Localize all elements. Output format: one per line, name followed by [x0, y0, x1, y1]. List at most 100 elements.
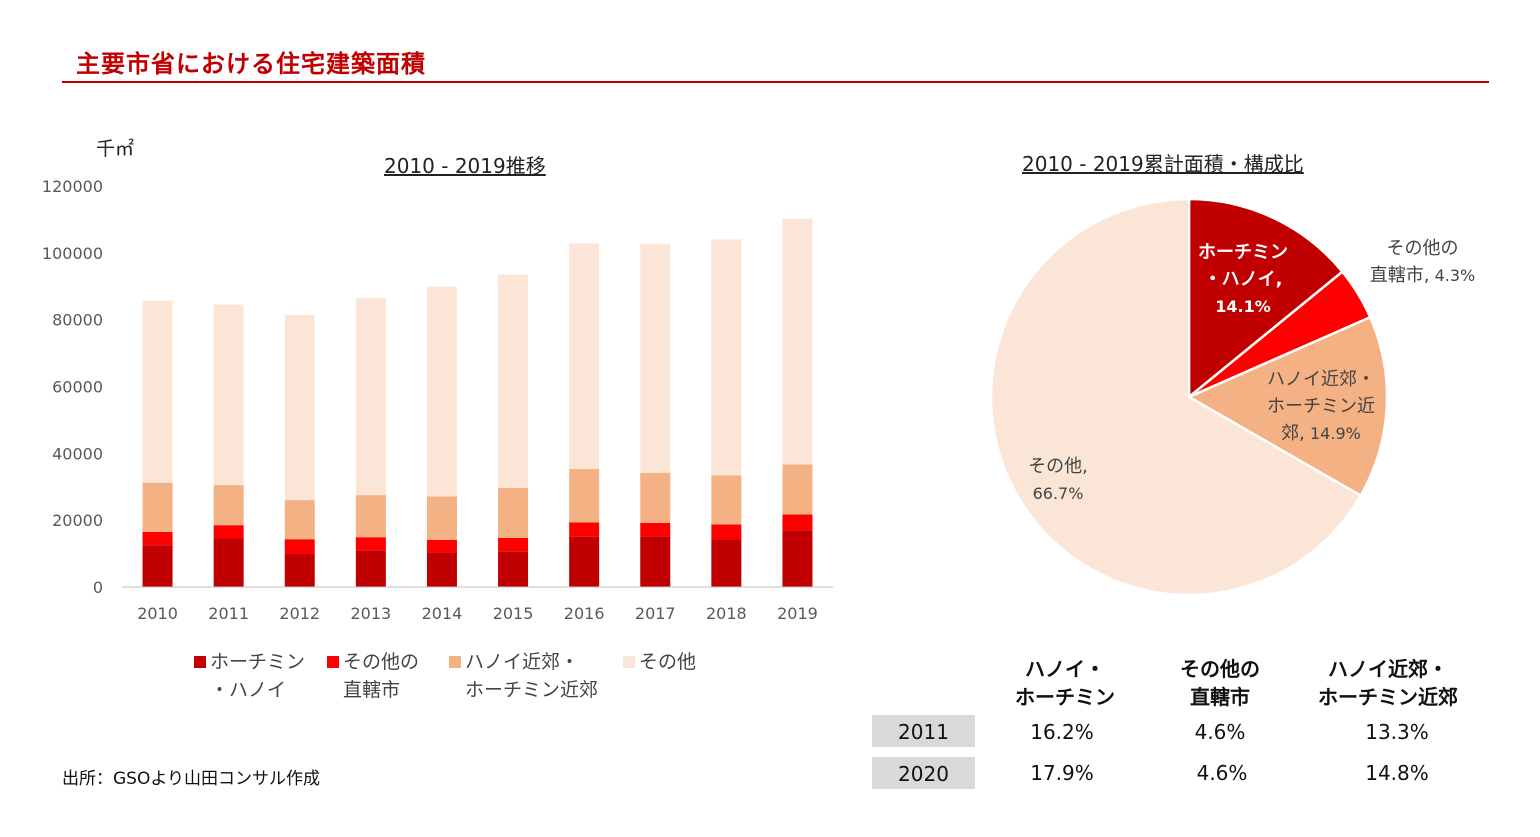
bar-chart: 0 20000 40000 60000 80000 100000 120000 2010 201… — [42, 177, 833, 623]
y-tick-label: 60000 — [52, 378, 103, 397]
bar-segment — [213, 485, 244, 526]
legend-swatch-hcm-hanoi — [194, 656, 206, 668]
bar-segment — [355, 297, 386, 496]
x-tick-label: 2018 — [706, 604, 747, 623]
bar-segment — [426, 539, 457, 553]
legend-label-line: その他 — [639, 651, 697, 673]
bar-segment — [640, 522, 671, 537]
pie-label-other-cities: その他の 直轄市, 4.3% — [1360, 235, 1485, 289]
bar-segment — [711, 539, 742, 587]
table-cell: 13.3% — [1365, 720, 1429, 744]
y-tick-label: 100000 — [42, 244, 103, 263]
bar-segment — [142, 531, 173, 546]
table-header-line: 直轄市 — [1190, 685, 1250, 709]
bar-segment — [498, 537, 529, 552]
pie-label-hcm-hanoi: ホーチミン ・ハノイ, 14.1% — [1194, 239, 1292, 320]
bar-segment — [426, 552, 457, 587]
bar-segment — [284, 314, 315, 501]
table-header-suburbs: ハノイ近郊・ ホーチミン近郊 — [1303, 655, 1473, 711]
table-cell: 4.6% — [1196, 761, 1248, 785]
bar-segment — [640, 243, 671, 473]
x-tick-label: 2017 — [635, 604, 676, 623]
legend-item-others: その他 — [623, 648, 696, 676]
table-cell: 17.9% — [1030, 761, 1094, 785]
bar-segment — [213, 538, 244, 587]
pie-label-line: その他の — [1386, 238, 1459, 259]
bar-segment — [142, 545, 173, 587]
legend-label-line: ホーチミン — [210, 651, 306, 673]
title-divider — [62, 81, 1489, 83]
y-tick-label: 120000 — [42, 177, 103, 196]
pie-label-value: 66.7% — [1032, 484, 1084, 503]
pie-label-line: その他, — [1028, 456, 1088, 477]
bar-segment — [782, 218, 813, 465]
x-tick-label: 2010 — [137, 604, 178, 623]
x-tick-label: 2012 — [279, 604, 320, 623]
bar-segment — [711, 239, 742, 476]
pie-label-line: ホーチミン近 — [1267, 396, 1375, 417]
table-header-line: ハノイ近郊・ — [1328, 657, 1448, 681]
table-cell: 16.2% — [1030, 720, 1094, 744]
table-cell: 14.8% — [1365, 761, 1429, 785]
bar-segment — [213, 525, 244, 539]
bar-segment — [284, 539, 315, 554]
bar-segment — [498, 274, 529, 488]
pie-label-value: 14.9% — [1310, 424, 1361, 443]
bar-segment — [569, 243, 600, 470]
y-tick-label: 80000 — [52, 311, 103, 330]
pie-slice — [989, 197, 1362, 597]
bar-segment — [640, 536, 671, 587]
bar-segment — [782, 530, 813, 587]
table-header-line: ハノイ・ — [1025, 657, 1105, 681]
bar-segment — [498, 487, 529, 538]
legend-label-line: その他の — [343, 651, 420, 673]
page-title: 主要市省における住宅建築面積 — [76, 50, 426, 78]
bar-segment — [426, 286, 457, 497]
y-tick-label: 0 — [93, 578, 103, 597]
pie-chart-title: 2010 - 2019累計面積・構成比 — [1022, 152, 1304, 176]
pie-label-others: その他, 66.7% — [1012, 453, 1104, 507]
bar-segment — [213, 304, 244, 486]
legend-swatch-others — [623, 656, 635, 668]
x-tick-label: 2014 — [422, 604, 463, 623]
bar-segment — [426, 496, 457, 540]
table-header-line: その他の — [1180, 657, 1260, 681]
y-tick-label: 40000 — [52, 444, 103, 463]
bar-chart-title: 2010 - 2019推移 — [384, 154, 546, 178]
pie-slice — [1187, 315, 1389, 497]
bar-segment — [569, 469, 600, 523]
legend-label-line: ホーチミン近郊 — [465, 679, 599, 701]
pie-slice — [1187, 197, 1344, 399]
bar-segment — [569, 522, 600, 537]
pie-label-line: ・ハノイ, — [1203, 269, 1283, 290]
bar-segment — [782, 514, 813, 531]
legend-item-other-cities: その他の 直轄市 — [327, 648, 419, 704]
pie-label-value: 4.3% — [1434, 266, 1476, 285]
source-note: 出所：GSOより山田コンサル作成 — [62, 769, 321, 789]
legend-label-line: 直轄市 — [343, 679, 401, 701]
table-header-line: ホーチミン — [1015, 685, 1115, 709]
table-header-line: ホーチミン近郊 — [1318, 685, 1458, 709]
bar-segment — [569, 536, 600, 587]
bar-segment — [355, 537, 386, 551]
pie-label-line: ホーチミン — [1198, 242, 1288, 263]
table-year-2020: 2020 — [872, 757, 975, 789]
pie-chart — [989, 197, 1389, 597]
x-tick-label: 2011 — [208, 604, 249, 623]
table-header-hanoi-hcm: ハノイ・ ホーチミン — [1000, 655, 1130, 711]
pie-label-line: 郊, — [1281, 423, 1305, 444]
table-header-other-cities: その他の 直轄市 — [1155, 655, 1285, 711]
bar-segment — [782, 464, 813, 515]
bar-segment — [355, 550, 386, 587]
y-tick-label: 20000 — [52, 511, 103, 530]
pie-label-line: 直轄市, — [1369, 265, 1430, 286]
legend-swatch-suburbs — [449, 656, 461, 668]
legend-label-line: ハノイ近郊・ — [465, 651, 580, 673]
bar-segment — [355, 495, 386, 538]
legend-item-suburbs: ハノイ近郊・ ホーチミン近郊 — [449, 648, 598, 704]
bar-segment — [711, 475, 742, 525]
x-tick-label: 2015 — [493, 604, 534, 623]
bar-segment — [284, 553, 315, 587]
x-tick-label: 2013 — [350, 604, 391, 623]
bar-segment — [640, 472, 671, 523]
